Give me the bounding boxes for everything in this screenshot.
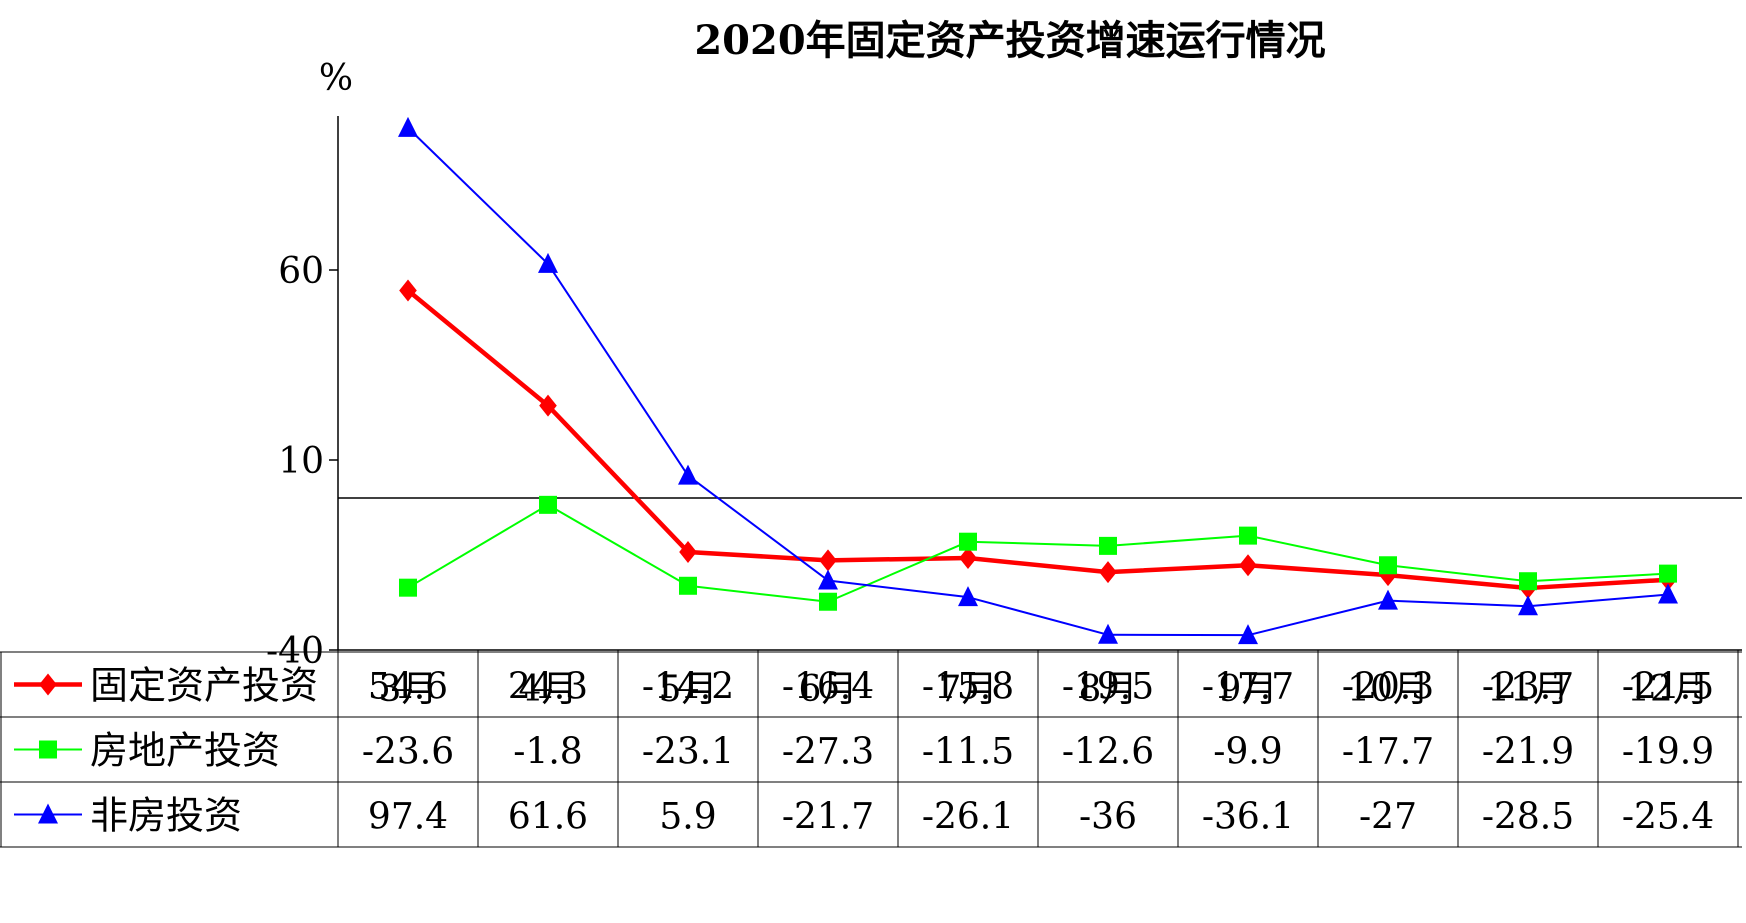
series-point bbox=[959, 532, 977, 551]
table-cell-value: 97.4 bbox=[368, 797, 448, 838]
y-axis-unit-label: % bbox=[319, 58, 353, 99]
x-category-label: 10月 bbox=[1347, 669, 1429, 710]
series-triangle bbox=[398, 116, 1678, 645]
x-category-label: 7月 bbox=[939, 669, 998, 710]
table-cell-value: 61.6 bbox=[508, 797, 588, 838]
series-point bbox=[1519, 572, 1537, 591]
table-cell-value: -17.7 bbox=[1342, 732, 1434, 773]
series-point bbox=[1239, 526, 1257, 545]
table-cell-value: -1.8 bbox=[513, 732, 582, 773]
plot-series bbox=[398, 116, 1678, 645]
x-category-label: 3月 bbox=[379, 669, 438, 710]
chart-title: 2020年固定资产投资增速运行情况 bbox=[694, 17, 1325, 64]
series-line bbox=[406, 288, 1669, 591]
x-category-label: 4月 bbox=[519, 669, 578, 710]
x-category-label: 11月 bbox=[1487, 669, 1569, 710]
series-point bbox=[678, 464, 698, 485]
legend-label: 固定资产投资 bbox=[90, 664, 318, 708]
series-point bbox=[539, 394, 557, 417]
table-cell-value: -27 bbox=[1359, 797, 1417, 838]
x-category-label: 9月 bbox=[1219, 669, 1278, 710]
legend-key-marker bbox=[38, 803, 58, 824]
table-cell-value: -26.1 bbox=[922, 797, 1014, 838]
table-cell-value: -19.9 bbox=[1622, 732, 1714, 773]
table-cell-value: -16.4 bbox=[782, 667, 874, 708]
series-point bbox=[959, 547, 977, 570]
series-point bbox=[539, 495, 557, 514]
table-cell-value: -21.9 bbox=[1482, 732, 1574, 773]
series-point bbox=[399, 279, 417, 302]
table-cell-value: -21.7 bbox=[782, 797, 874, 838]
series-line bbox=[407, 503, 1669, 603]
table-cell-value: -28.5 bbox=[1482, 797, 1574, 838]
table-cell-value: -36.1 bbox=[1202, 797, 1294, 838]
data-table: 3月 4月 5月 6月 7月 8月 9月 10月 11月 12月 固定资产投资 54.6 24.3 -14… bbox=[0, 649, 1742, 848]
x-category-label: 8月 bbox=[1079, 669, 1138, 710]
series-point bbox=[1659, 564, 1677, 583]
table-cell-value: -9.9 bbox=[1213, 732, 1282, 773]
series-square bbox=[399, 495, 1677, 611]
series-point bbox=[679, 576, 697, 595]
table-cell-value: -15.8 bbox=[922, 667, 1014, 708]
series-point bbox=[398, 116, 418, 137]
table-cell-value: -12.6 bbox=[1062, 732, 1154, 773]
series-point bbox=[1238, 624, 1258, 645]
series-point bbox=[1239, 554, 1257, 577]
x-category-label: 12月 bbox=[1627, 669, 1709, 710]
y-tick-label: 60 bbox=[278, 251, 324, 292]
table-cell-value: -36 bbox=[1079, 797, 1137, 838]
table-cell-value: 54.6 bbox=[368, 667, 448, 708]
y-tick-label: 10 bbox=[278, 441, 324, 482]
table-cell-value: -23.7 bbox=[1482, 667, 1574, 708]
legend-label: 房地产投资 bbox=[90, 729, 280, 773]
series-line bbox=[407, 127, 1669, 637]
table-cell-value: -27.3 bbox=[782, 732, 874, 773]
table-cell-value: -11.5 bbox=[922, 732, 1014, 773]
table-cell-value: -19.5 bbox=[1062, 667, 1154, 708]
x-category-label: 5月 bbox=[659, 669, 718, 710]
table-cell-value: -23.6 bbox=[362, 732, 454, 773]
legend-key-marker bbox=[39, 740, 57, 759]
table-cell-value: -20.3 bbox=[1342, 667, 1434, 708]
series-point bbox=[1099, 536, 1117, 555]
series-point bbox=[538, 252, 558, 273]
series-point bbox=[1658, 583, 1678, 604]
table-cell-value: -17.7 bbox=[1202, 667, 1294, 708]
series-point bbox=[819, 592, 837, 611]
series-point bbox=[819, 549, 837, 572]
series-point bbox=[1099, 561, 1117, 584]
table-cell-value: -14.2 bbox=[642, 667, 734, 708]
legend-label: 非房投资 bbox=[90, 794, 242, 838]
x-category-label: 6月 bbox=[799, 669, 858, 710]
table-cell-value: 5.9 bbox=[659, 797, 716, 838]
series-point bbox=[1379, 556, 1397, 575]
legend-key-marker bbox=[39, 673, 57, 696]
table-cell-value: -25.4 bbox=[1622, 797, 1714, 838]
series-point bbox=[399, 578, 417, 597]
series-point bbox=[818, 569, 838, 590]
table-cell-value: 24.3 bbox=[508, 667, 588, 708]
series-point bbox=[1378, 589, 1398, 610]
series-point bbox=[1518, 595, 1538, 616]
table-cell-value: -21.5 bbox=[1622, 667, 1714, 708]
series-point bbox=[1098, 623, 1118, 644]
table-cell-value: -23.1 bbox=[642, 732, 734, 773]
series-point bbox=[679, 540, 697, 563]
series-point bbox=[958, 586, 978, 607]
